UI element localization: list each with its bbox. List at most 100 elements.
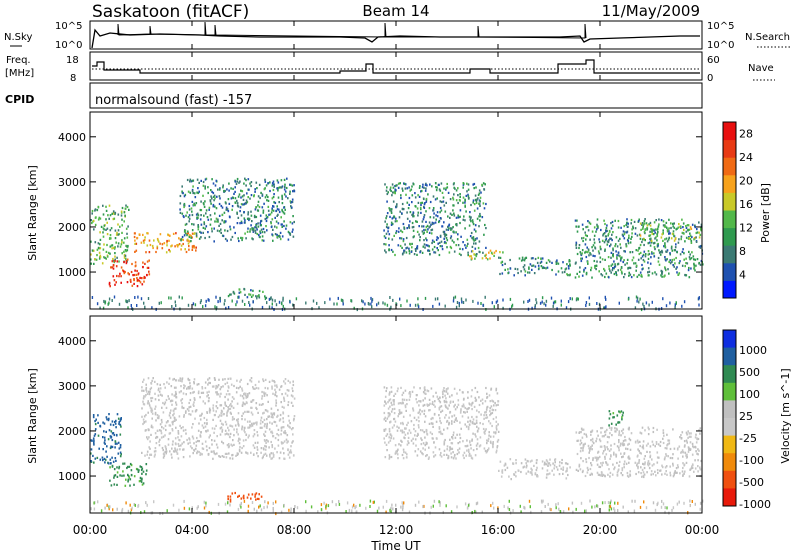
velocity-echo-cell <box>560 467 562 470</box>
power-scatter-cell <box>531 306 533 310</box>
power-echo-cell <box>643 220 646 223</box>
power-echo-cell <box>437 242 439 245</box>
velocity-echo-cell <box>141 467 144 470</box>
power-echo-cell <box>522 266 525 269</box>
velocity-echo-cell <box>439 405 441 408</box>
velocity-echo-cell <box>124 484 127 487</box>
power-scatter-cell <box>456 301 459 304</box>
velocity-echo-cell <box>448 449 451 452</box>
power-echo-cell <box>151 244 154 248</box>
velocity-echo-cell <box>527 460 529 463</box>
velocity-echo-cell <box>266 394 268 397</box>
power-echo-cell <box>404 243 406 246</box>
power-scatter-cell <box>604 306 606 310</box>
power-echo-cell <box>677 241 680 244</box>
power-echo-cell <box>213 199 215 202</box>
velocity-echo-cell <box>256 421 258 424</box>
power-echo-cell <box>419 185 421 188</box>
power-echo-cell <box>690 227 693 230</box>
velocity-echo-cell <box>608 436 610 439</box>
power-echo-cell <box>475 200 478 203</box>
velocity-scatter-cell <box>263 506 265 510</box>
velocity-echo-cell <box>285 438 288 441</box>
power-echo-cell <box>103 224 106 227</box>
velocity-echo-cell <box>252 435 255 438</box>
velocity-echo-cell <box>555 466 558 469</box>
power-echo-cell <box>243 287 245 291</box>
velocity-echo-cell <box>450 456 453 459</box>
power-echo-cell <box>420 201 422 205</box>
power-echo-cell <box>211 197 213 200</box>
velocity-echo-cell <box>241 414 243 418</box>
power-echo-cell <box>394 253 396 257</box>
power-echo-cell <box>441 225 443 228</box>
velocity-echo-cell <box>143 415 146 418</box>
velocity-echo-cell <box>240 497 243 500</box>
power-echo-cell <box>113 246 115 249</box>
power-echo-cell <box>252 289 254 292</box>
power-echo-cell <box>212 182 215 185</box>
power-echo-cell <box>244 232 246 235</box>
velocity-echo-cell <box>133 475 136 478</box>
power-echo-cell <box>277 196 280 199</box>
velocity-echo-cell <box>423 412 425 415</box>
power-echo-cell <box>120 211 123 214</box>
velocity-echo-cell <box>189 382 191 385</box>
power-echo-cell <box>603 267 605 271</box>
velocity-echo-cell <box>604 475 606 478</box>
velocity-echo-cell <box>178 415 181 418</box>
power-scatter-cell <box>91 296 94 299</box>
velocity-echo-cell <box>122 470 124 473</box>
velocity-scatter-cell <box>385 510 387 514</box>
power-echo-cell <box>108 283 111 286</box>
power-echo-cell <box>418 186 421 189</box>
velocity-echo-cell <box>154 398 157 401</box>
power-echo-cell <box>258 289 261 293</box>
velocity-echo-cell <box>642 446 644 449</box>
velocity-echo-cell <box>416 454 419 457</box>
velocity-echo-cell <box>439 417 441 420</box>
power-echo-cell <box>434 198 437 201</box>
velocity-echo-cell <box>292 380 294 383</box>
power-echo-cell <box>640 257 642 260</box>
power-echo-cell <box>439 217 442 220</box>
velocity-echo-cell <box>611 434 613 437</box>
velocity-echo-cell <box>113 468 116 471</box>
power-echo-cell <box>406 187 409 190</box>
velocity-echo-cell <box>161 394 163 397</box>
velocity-echo-cell <box>585 458 587 461</box>
velocity-echo-cell <box>189 405 192 408</box>
power-echo-cell <box>250 184 252 188</box>
velocity-echo-cell <box>199 396 201 399</box>
power-echo-cell <box>93 228 95 231</box>
power-echo-cell <box>592 244 595 247</box>
power-echo-cell <box>207 191 209 195</box>
power-echo-cell <box>627 242 630 245</box>
power-echo-cell <box>287 238 290 241</box>
velocity-echo-cell <box>175 418 177 421</box>
velocity-echo-cell <box>236 428 238 431</box>
power-echo-cell <box>585 273 588 276</box>
velocity-echo-cell <box>211 443 213 446</box>
power-echo-cell <box>678 262 681 265</box>
velocity-echo-cell <box>193 442 195 445</box>
power-echo-cell <box>415 249 417 252</box>
power-scatter-cell <box>496 299 499 303</box>
velocity-echo-cell <box>488 394 491 397</box>
velocity-echo-cell <box>112 460 115 463</box>
velocity-echo-cell <box>171 399 174 402</box>
velocity-echo-cell <box>599 474 602 477</box>
velocity-echo-cell <box>260 403 263 406</box>
power-echo-cell <box>626 262 628 265</box>
power-echo-cell <box>262 211 265 214</box>
velocity-echo-cell <box>466 449 468 452</box>
power-echo-cell <box>665 221 668 224</box>
power-echo-cell <box>482 202 485 205</box>
power-echo-cell <box>445 237 448 240</box>
velocity-echo-cell <box>162 449 164 452</box>
power-echo-cell <box>217 188 219 191</box>
velocity-echo-cell <box>558 464 561 467</box>
velocity-echo-cell <box>254 495 256 498</box>
power-echo-cell <box>174 245 176 248</box>
velocity-echo-cell <box>226 414 228 417</box>
